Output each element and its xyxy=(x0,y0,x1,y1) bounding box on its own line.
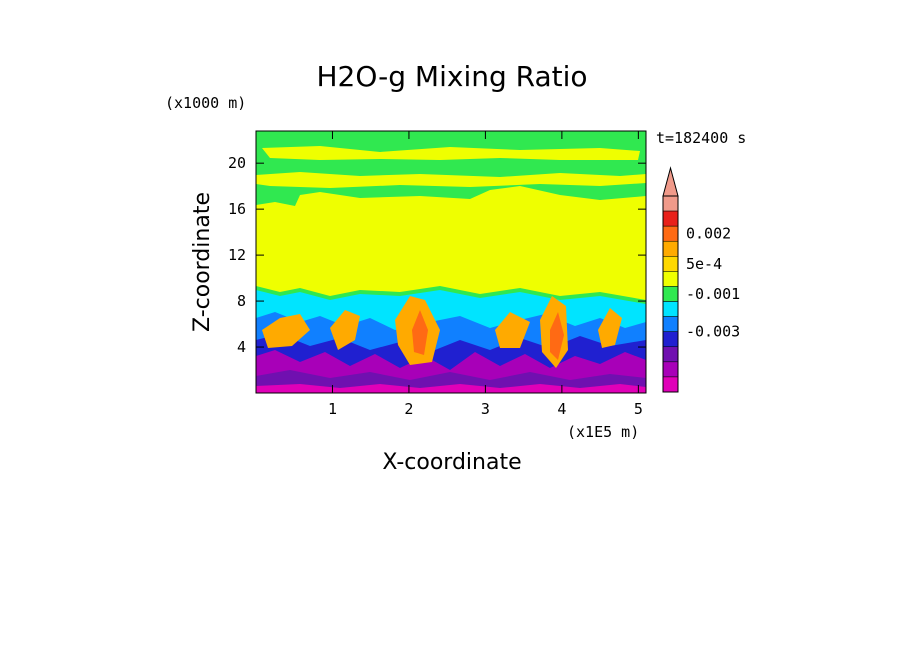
chart-title: H2O-g Mixing Ratio xyxy=(316,60,587,93)
colorbar-swatch xyxy=(662,210,679,227)
x-tick-label: 5 xyxy=(634,400,643,418)
colorbar-swatch xyxy=(662,346,679,363)
x-tick-label: 4 xyxy=(557,400,566,418)
field-plume-5 xyxy=(495,312,530,348)
colorbar-swatch xyxy=(662,316,679,332)
colorbar-swatch xyxy=(662,240,679,257)
x-tick-label: 3 xyxy=(481,400,490,418)
colorbar-frame xyxy=(662,195,679,393)
colorbar-label: 5e-4 xyxy=(686,255,722,273)
field-plume-1 xyxy=(262,314,310,348)
y-tick-label: 4 xyxy=(237,338,246,356)
y-axis-ticks: 4 8 12 16 20 xyxy=(228,154,646,356)
field-plume-2 xyxy=(330,310,360,350)
y-tick-label: 16 xyxy=(228,200,246,218)
colorbar-label: -0.001 xyxy=(686,285,740,303)
colorbar-swatch xyxy=(662,331,679,348)
colorbar: 0.002 5e-4 -0.001 -0.003 xyxy=(662,166,740,393)
x-axis-title: X-coordinate xyxy=(382,450,521,475)
field-plume-8 xyxy=(598,308,622,348)
colorbar-swatch xyxy=(662,301,679,317)
colorbar-swatch xyxy=(662,361,679,378)
field-plume-7 xyxy=(550,312,564,360)
colorbar-swatch xyxy=(662,225,679,242)
colorbar-swatch xyxy=(662,195,679,212)
field-mid-plateau xyxy=(256,186,646,300)
x-axis-ticks: 1 2 3 4 5 xyxy=(328,131,643,418)
plot-frame xyxy=(255,130,647,394)
colorbar-swatch xyxy=(662,271,679,287)
field-plume-4 xyxy=(412,310,428,355)
y-axis-title: Z-coordinate xyxy=(190,192,215,332)
colorbar-extend-arrow xyxy=(662,166,679,197)
time-label: t=182400 s xyxy=(656,129,746,147)
colorbar-label: 0.002 xyxy=(686,225,731,243)
x-tick-label: 1 xyxy=(328,400,337,418)
field-surface-streaks xyxy=(256,384,646,393)
y-tick-label: 20 xyxy=(228,154,246,172)
y-axis-unit: (x1000 m) xyxy=(165,94,246,112)
colorbar-swatch xyxy=(662,286,679,302)
contour-field xyxy=(256,131,646,393)
field-upper-band-2 xyxy=(256,172,646,188)
colorbar-label: -0.003 xyxy=(686,323,740,341)
colorbar-swatch xyxy=(662,256,679,272)
y-tick-label: 8 xyxy=(237,292,246,310)
colorbar-swatch xyxy=(662,376,679,393)
x-tick-label: 2 xyxy=(404,400,413,418)
x-axis-unit: (x1E5 m) xyxy=(567,423,639,441)
field-upper-band xyxy=(262,146,640,160)
y-tick-label: 12 xyxy=(228,246,246,264)
